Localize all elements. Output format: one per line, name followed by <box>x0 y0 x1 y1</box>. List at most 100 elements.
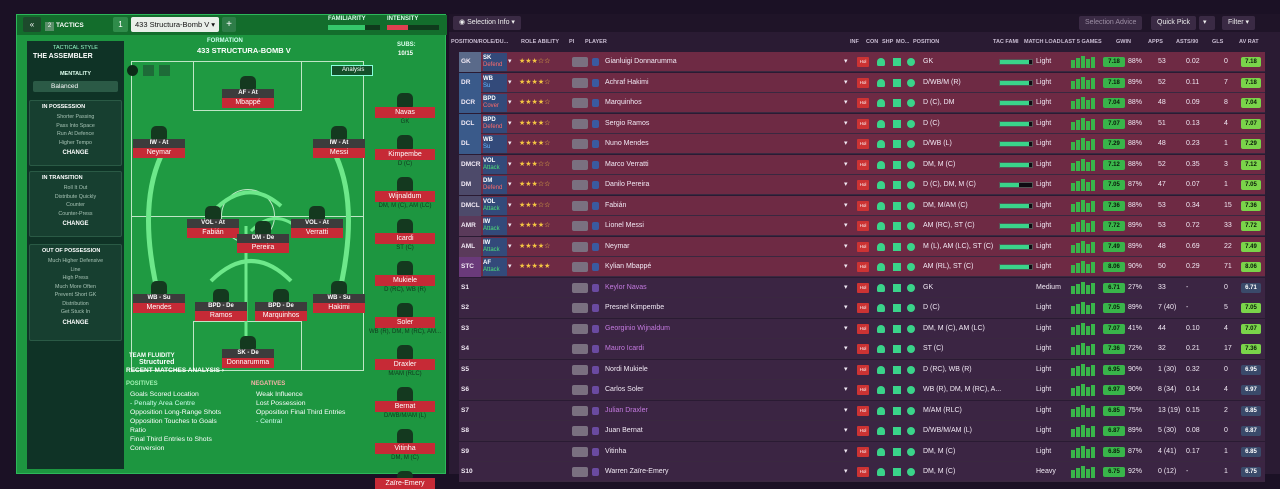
player-instructions-icon[interactable] <box>572 282 588 293</box>
role-duty[interactable]: SK Defend <box>483 53 507 71</box>
role-duty[interactable]: BPD Cover <box>483 94 507 112</box>
tactic-selector[interactable]: 433 Structura-Bomb V ▾ <box>131 17 219 32</box>
player-instructions-icon[interactable] <box>572 262 588 272</box>
player-instructions-icon[interactable] <box>572 241 588 252</box>
player-instructions-icon[interactable] <box>572 118 588 129</box>
change-in-transition-button[interactable]: CHANGE <box>62 221 89 227</box>
player-instructions-icon[interactable] <box>572 467 588 477</box>
player-instructions-icon[interactable] <box>572 405 588 416</box>
table-row[interactable]: S10 Warren Zaïre-Emery ▾ Hol DM, M (C) Heavy 6… <box>459 462 1265 482</box>
role-duty[interactable]: WB Su <box>483 73 507 92</box>
col-header[interactable]: GLS <box>1212 39 1224 45</box>
sub-player[interactable]: Bernat D/WB/M/AM (L) <box>369 387 441 421</box>
table-row[interactable]: S7 Julian Draxler ▾ Hol M/AM (RLC) Light 6.85 7… <box>459 400 1265 421</box>
sub-player[interactable]: Zaïre-Emery <box>369 471 441 489</box>
table-row[interactable]: S4 Mauro Icardi ▾ Hol ST (C) Light 7.36 72% 32 0.… <box>459 339 1265 359</box>
table-row[interactable]: STC AF Attack ▾ ★★★★★ Kylian Mbappé ▾ Hol AM (RL… <box>459 257 1265 277</box>
sub-player[interactable]: Draxler M/AM (RLC) <box>369 345 441 379</box>
player-instructions-icon[interactable] <box>572 221 588 231</box>
player-instructions-icon[interactable] <box>572 446 588 457</box>
col-header[interactable]: AV RAT <box>1239 39 1259 45</box>
role-duty[interactable]: VOL Attack <box>483 155 507 174</box>
pitch-player[interactable]: BPD - De Ramos <box>195 289 247 321</box>
col-header[interactable]: ASTS/90 <box>1176 39 1199 45</box>
player-instructions-icon[interactable] <box>572 180 588 190</box>
add-tactic-button[interactable]: + <box>222 17 236 32</box>
pitch-player[interactable]: BPD - De Marquinhos <box>255 289 307 321</box>
pitch-player[interactable]: AF - At Mbappé <box>222 76 274 108</box>
table-row[interactable]: S3 Georginio Wijnaldum ▾ Hol DM, M (C), AM (… <box>459 318 1265 339</box>
role-duty[interactable]: IW Attack <box>483 217 507 235</box>
tactic-number[interactable]: 1 <box>113 17 128 32</box>
back-button[interactable]: « <box>23 17 41 32</box>
table-row[interactable]: DCR BPD Cover ▾ ★★★★☆ Marquinhos ▾ Hol D (C), DM… <box>459 93 1265 113</box>
sub-player[interactable]: Vitinha DM, M (C) <box>369 429 441 463</box>
col-header[interactable]: GWIN <box>1116 39 1131 45</box>
player-instructions-icon[interactable] <box>572 364 588 375</box>
table-row[interactable]: AML IW Attack ▾ ★★★★☆ Neymar ▾ Hol M (L), AM (LC… <box>459 236 1265 257</box>
col-header[interactable]: INF <box>850 39 859 45</box>
player-instructions-icon[interactable] <box>572 139 588 149</box>
quick-pick-button[interactable]: Quick Pick <box>1151 16 1197 30</box>
role-duty[interactable]: WB Su <box>483 135 507 153</box>
col-header[interactable]: PI <box>569 39 575 45</box>
player-instructions-icon[interactable] <box>572 57 588 67</box>
table-row[interactable]: S1 Keylor Navas ▾ Hol GK Medium 6.71 27% 33-0 6.7… <box>459 277 1265 298</box>
col-header[interactable]: LAST 5 GAMES <box>1061 39 1102 45</box>
col-header[interactable]: POSITION/ROLE/DU... <box>451 39 509 45</box>
table-row[interactable]: S9 Vitinha ▾ Hol DM, M (C) Light 6.85 87% 4 (41)… <box>459 441 1265 462</box>
role-duty[interactable]: AF Attack <box>483 258 507 276</box>
selection-advice-button[interactable]: Selection Advice <box>1079 16 1143 30</box>
change-in-possession-button[interactable]: CHANGE <box>62 150 89 156</box>
player-instructions-icon[interactable] <box>572 159 588 170</box>
pitch-player[interactable]: SK - De Donnarumma <box>222 336 274 368</box>
table-row[interactable]: GK SK Defend ▾ ★★★☆☆ Gianluigi Donnarumma ▾ Hol… <box>459 52 1265 72</box>
table-row[interactable]: DMCR VOL Attack ▾ ★★★☆☆ Marco Verratti ▾ Hol DM,… <box>459 154 1265 175</box>
col-header[interactable]: APPS <box>1148 39 1163 45</box>
sub-player[interactable]: Icardi ST (C) <box>369 219 441 253</box>
sub-player[interactable]: Kimpembe D (C) <box>369 135 441 169</box>
analysis-button[interactable]: Analysis <box>331 65 373 76</box>
role-duty[interactable]: IW Attack <box>483 237 507 256</box>
col-header[interactable]: CON <box>866 39 879 45</box>
col-header[interactable]: POSITION <box>913 39 940 45</box>
quick-pick-dropdown[interactable]: ▾ <box>1199 16 1215 30</box>
player-instructions-icon[interactable] <box>572 200 588 211</box>
role-duty[interactable]: DM Defend <box>483 176 507 194</box>
player-instructions-icon[interactable] <box>572 385 588 395</box>
filter-icons[interactable] <box>127 65 177 77</box>
pitch-player[interactable]: DM - De Pereira <box>237 221 289 253</box>
sub-player[interactable]: Mukiele D (RC), WB (R) <box>369 261 441 295</box>
pitch-player[interactable]: IW - At Neymar <box>133 126 185 158</box>
selection-info-button[interactable]: ◉ Selection Info ▾ <box>453 16 521 30</box>
pitch-player[interactable]: VOL - At Verratti <box>291 206 343 238</box>
sub-player[interactable]: Soler WB (R), DM, M (RC), AM... <box>369 303 441 337</box>
player-instructions-icon[interactable] <box>572 98 588 108</box>
filter-button[interactable]: Filter ▾ <box>1222 16 1256 30</box>
pitch-player[interactable]: IW - At Messi <box>313 126 365 158</box>
pitch[interactable]: Analysis AF - At Mbappé IW - At Neymar IW … <box>127 61 373 371</box>
table-row[interactable]: DL WB Su ▾ ★★★★☆ Nuno Mendes ▾ Hol D/WB (L) Light… <box>459 134 1265 154</box>
pitch-player[interactable]: WB - Su Mendes <box>133 281 185 313</box>
player-instructions-icon[interactable] <box>572 426 588 436</box>
col-header[interactable]: ROLE ABILITY <box>521 39 559 45</box>
col-header[interactable]: MO... <box>896 39 910 45</box>
table-row[interactable]: DCL BPD Defend ▾ ★★★★☆ Sergio Ramos ▾ Hol D (C) L… <box>459 113 1265 134</box>
table-row[interactable]: S5 Nordi Mukiele ▾ Hol D (RC), WB (R) Light 6.… <box>459 359 1265 380</box>
table-row[interactable]: DM DM Defend ▾ ★★★☆☆ Danilo Pereira ▾ Hol D (C),… <box>459 175 1265 195</box>
col-header[interactable]: TAC FAMI <box>993 39 1019 45</box>
role-duty[interactable]: VOL Attack <box>483 196 507 215</box>
list-icon[interactable] <box>159 65 170 76</box>
analysis-title[interactable]: RECENT MATCHES ANALYSIS › <box>126 367 224 374</box>
table-row[interactable]: S8 Juan Bernat ▾ Hol D/WB/M/AM (L) Light 6.87 8… <box>459 421 1265 441</box>
table-row[interactable]: S2 Presnel Kimpembe ▾ Hol D (C) Light 7.05 89% 7… <box>459 298 1265 318</box>
bar-chart-icon[interactable] <box>143 65 154 76</box>
table-row[interactable]: AMR IW Attack ▾ ★★★★☆ Lionel Messi ▾ Hol AM (RC)… <box>459 216 1265 236</box>
change-out-of-possession-button[interactable]: CHANGE <box>62 319 89 326</box>
sub-player[interactable]: Navas GK <box>369 93 441 127</box>
player-instructions-icon[interactable] <box>572 323 588 334</box>
col-header[interactable]: SHP <box>882 39 894 45</box>
pitch-player[interactable]: VOL - At Fabián <box>187 206 239 238</box>
sub-player[interactable]: Wijnaldum DM, M (C), AM (LC) <box>369 177 441 211</box>
player-instructions-icon[interactable] <box>572 77 588 88</box>
